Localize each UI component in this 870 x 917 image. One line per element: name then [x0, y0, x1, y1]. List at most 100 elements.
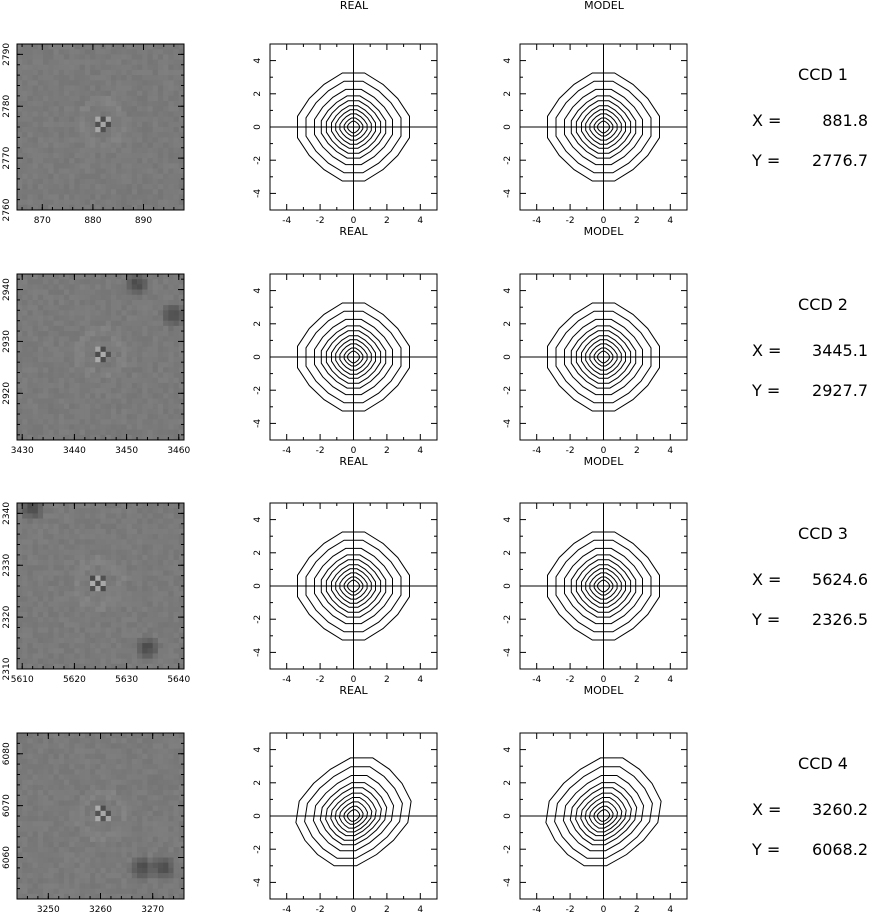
image-pixel [168, 549, 174, 556]
image-pixel [37, 69, 44, 76]
image-pixel [157, 663, 164, 670]
image-pixel [37, 534, 44, 540]
image-pixel [79, 586, 86, 592]
image-pixel [27, 310, 34, 316]
image-pixel [137, 346, 143, 353]
image-pixel [105, 544, 112, 551]
image-pixel [79, 800, 86, 807]
image-pixel [137, 565, 143, 571]
image-pixel [84, 784, 91, 791]
image-pixel [27, 606, 34, 613]
contour-line [564, 88, 643, 166]
image-pixel [74, 310, 81, 316]
image-pixel [152, 867, 159, 874]
image-pixel [105, 893, 112, 900]
image-pixel [157, 59, 164, 66]
image-pixel [32, 596, 39, 602]
image-pixel [37, 852, 44, 858]
image-pixel [37, 733, 44, 739]
image-pixel [74, 64, 81, 71]
image-pixel [58, 106, 65, 112]
image-pixel [53, 362, 60, 368]
image-pixel [90, 878, 96, 884]
image-pixel [74, 539, 81, 545]
image-pixel [90, 758, 96, 765]
image-pixel [105, 637, 112, 644]
image-pixel [79, 274, 86, 280]
image-pixel [79, 111, 86, 118]
contour-line [564, 547, 643, 625]
image-pixel [126, 398, 133, 405]
image-pixel [142, 414, 148, 420]
image-pixel [142, 805, 148, 812]
image-pixel [163, 75, 169, 81]
image-pixel [163, 738, 169, 744]
image-pixel [84, 331, 91, 337]
image-pixel [116, 132, 122, 138]
image-pixel [84, 606, 91, 613]
image-pixel [100, 643, 107, 649]
image-pixel [53, 274, 60, 280]
contour-line [575, 559, 632, 613]
image-pixel [69, 862, 75, 869]
contour-xtick-label: 0 [601, 446, 607, 456]
image-pixel [63, 743, 70, 749]
image-pixel [17, 111, 23, 118]
image-pixel [142, 377, 148, 384]
image-pixel [147, 523, 154, 530]
image-pixel [84, 116, 91, 123]
image-pixel [53, 779, 60, 786]
contour-ytick-label: 2 [503, 91, 513, 97]
image-pixel [95, 632, 101, 639]
image-pixel [147, 784, 154, 791]
image-pixel [126, 648, 133, 654]
image-pixel [126, 419, 133, 425]
image-pixel [53, 111, 60, 118]
image-pixel [163, 503, 169, 509]
image-pixel [63, 121, 70, 128]
image-pixel [27, 565, 34, 571]
image-pixel [43, 534, 49, 540]
image-pixel [22, 748, 28, 755]
image-pixel [84, 127, 91, 133]
image-pixel [63, 299, 70, 306]
image-pixel [163, 784, 169, 791]
image-pixel [17, 528, 23, 535]
image-pixel [157, 315, 164, 322]
image-pixel [163, 637, 169, 644]
image-pixel [173, 663, 180, 670]
image-pixel [131, 59, 138, 66]
image-pixel [173, 44, 180, 50]
image-pixel [137, 779, 143, 786]
image-pixel [84, 769, 91, 775]
image-pixel [168, 784, 174, 791]
image-pixel [152, 434, 159, 441]
image-pixel [74, 653, 81, 660]
image-pixel [48, 152, 54, 159]
image-pixel [58, 111, 65, 118]
image-pixel [147, 852, 154, 858]
image-pixel [95, 382, 101, 389]
image-pixel [121, 331, 127, 337]
image-pixel [48, 873, 54, 879]
image-pixel [69, 513, 75, 519]
ccd-info-2: CCD 2X = 3445.1Y = 2927.7 [751, 295, 868, 400]
image-pixel [27, 414, 34, 420]
image-pixel [142, 596, 148, 602]
image-pixel [168, 575, 174, 582]
image-pixel [137, 627, 143, 634]
image-pixel [32, 816, 39, 822]
image-pixel [147, 388, 154, 394]
image-pixel [27, 90, 34, 97]
image-pixel [95, 883, 101, 890]
image-pixel [32, 184, 39, 190]
image-pixel [17, 357, 23, 363]
image-pixel [137, 351, 143, 358]
image-pixel [58, 331, 65, 337]
image-pixel [178, 178, 185, 185]
image-pixel [100, 111, 107, 118]
image-pixel [17, 733, 23, 739]
image-pixel [147, 601, 154, 608]
image-pixel [173, 769, 180, 775]
image-pixel [63, 518, 70, 525]
